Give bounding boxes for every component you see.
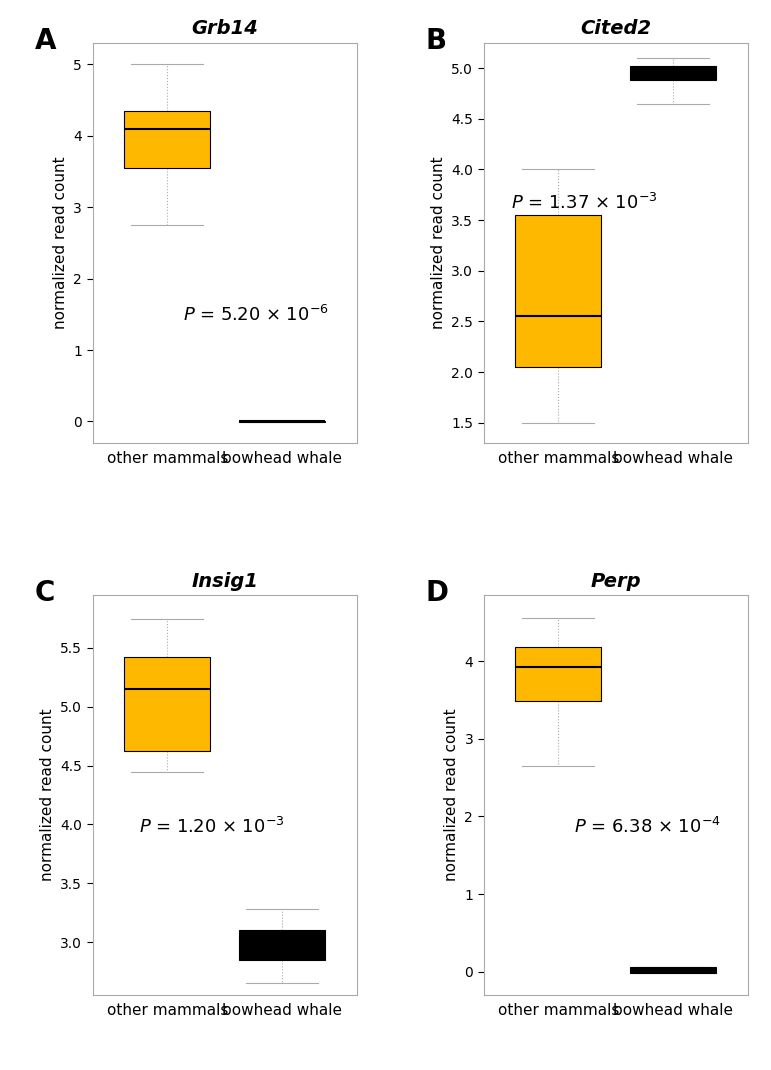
Title: Grb14: Grb14 (191, 19, 258, 39)
Bar (124, 657, 210, 751)
Bar (239, 931, 325, 960)
Title: Cited2: Cited2 (581, 19, 651, 39)
Text: $\it{P}$ = 1.20 × 10$^{-3}$: $\it{P}$ = 1.20 × 10$^{-3}$ (139, 817, 284, 837)
Bar (515, 215, 601, 367)
Text: $\it{P}$ = 1.37 × 10$^{-3}$: $\it{P}$ = 1.37 × 10$^{-3}$ (510, 193, 658, 213)
Text: $\it{P}$ = 5.20 × 10$^{-6}$: $\it{P}$ = 5.20 × 10$^{-6}$ (183, 305, 329, 325)
Title: Insig1: Insig1 (191, 571, 258, 591)
Y-axis label: normalized read count: normalized read count (39, 708, 55, 882)
Y-axis label: normalized read count: normalized read count (52, 156, 68, 330)
Y-axis label: normalized read count: normalized read count (431, 156, 446, 330)
Y-axis label: normalized read count: normalized read count (444, 708, 459, 882)
Bar (239, 421, 325, 423)
Bar (630, 66, 716, 80)
Title: Perp: Perp (591, 571, 641, 591)
Text: D: D (426, 579, 449, 607)
Bar (124, 110, 210, 168)
Text: A: A (35, 27, 56, 55)
Text: $\it{P}$ = 6.38 × 10$^{-4}$: $\it{P}$ = 6.38 × 10$^{-4}$ (574, 817, 721, 837)
Bar (515, 647, 601, 702)
Text: C: C (35, 579, 55, 607)
Bar (630, 967, 716, 973)
Text: B: B (426, 27, 446, 55)
